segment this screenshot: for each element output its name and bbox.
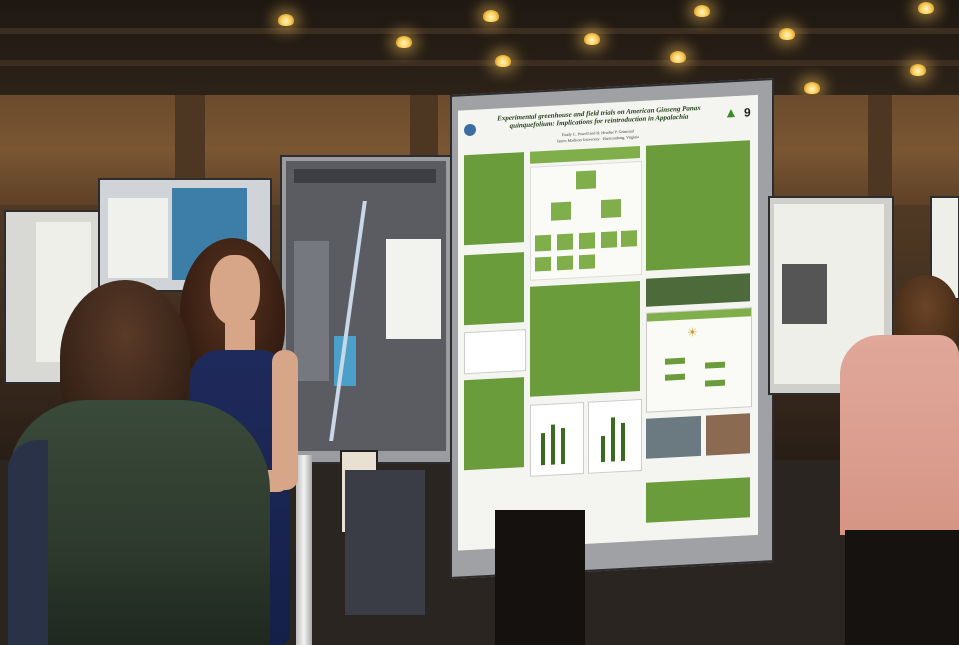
poster-bar-chart [588, 398, 642, 474]
chart-bar [541, 433, 545, 466]
board-number: 9 [744, 105, 751, 120]
presenter-neck [225, 320, 255, 355]
diagram-box [665, 357, 685, 365]
ceiling-light [804, 82, 820, 94]
wall-pillar [410, 95, 438, 155]
ceiling-light [278, 14, 294, 26]
person-legs-background [495, 510, 585, 645]
ceiling-light [779, 28, 795, 40]
poster-board-main: Experimental greenhouse and field trials… [450, 78, 774, 579]
poster-section-acknowledgements [646, 477, 750, 523]
tree-logo-icon: ▲ [724, 103, 738, 121]
chart-bar [611, 417, 615, 462]
ceiling-light [396, 36, 412, 48]
diagram-header [647, 308, 751, 322]
visitor-sweater [8, 400, 270, 645]
poster-photo-hands [706, 413, 750, 456]
diagram-box [705, 379, 725, 387]
chart-bar [621, 422, 625, 462]
flowchart-box [579, 254, 595, 270]
poster-board-middle [280, 155, 454, 464]
ceiling [0, 0, 959, 95]
flowchart-box [557, 233, 573, 251]
flowchart-box [535, 234, 551, 252]
diagram-box [665, 373, 685, 381]
presenter-face [210, 255, 260, 325]
ceiling-beam [0, 28, 959, 34]
chart-bar [551, 424, 555, 465]
ceiling-light [584, 33, 600, 45]
right-visitor-pants [845, 530, 959, 645]
poster-section-results [530, 281, 640, 397]
poster-header [294, 169, 436, 183]
poster-flowchart [530, 160, 642, 281]
ceiling-light [495, 55, 511, 67]
flowchart-box [551, 201, 571, 221]
poster-section-discussion [646, 140, 750, 271]
poster-section-introduction [464, 252, 524, 326]
ceiling-light [483, 10, 499, 22]
flowchart-box [576, 170, 596, 190]
right-visitor-blouse [840, 335, 959, 535]
poster-photos [782, 264, 827, 324]
poster-photo-greenhouse [646, 273, 750, 307]
university-logo-icon [464, 123, 476, 137]
diagram-box [705, 361, 725, 369]
visitor-bag-strap [8, 440, 48, 645]
ginseng-poster: Experimental greenhouse and field trials… [458, 94, 758, 551]
poster-table [386, 239, 441, 339]
poster-text-column [294, 241, 329, 381]
poster-river-line [329, 201, 367, 441]
flowchart-box [579, 232, 595, 250]
poster-section-abstract [464, 152, 524, 246]
flowchart-box [557, 255, 573, 271]
poster-diagram: ☀ [646, 307, 752, 413]
poster-photo-ginseng [464, 329, 526, 375]
chart-bar [601, 435, 605, 463]
person-legs-background [345, 470, 425, 615]
flowchart-box [601, 199, 621, 219]
poster-gray [286, 161, 446, 451]
ceiling-light [694, 5, 710, 17]
sun-icon: ☀ [687, 325, 698, 340]
poster-board-right [768, 196, 894, 395]
poster-photo-trays [646, 415, 701, 459]
poster-bar-chart [530, 401, 584, 477]
poster-section-methods [464, 377, 524, 471]
stand-pole [296, 455, 312, 645]
flowchart-box [535, 256, 551, 272]
poster [108, 198, 168, 278]
ceiling-light [670, 51, 686, 63]
ceiling-light [918, 2, 934, 14]
ceiling-light [910, 64, 926, 76]
flowchart-box [621, 230, 637, 248]
chart-bar [561, 427, 565, 465]
ceiling-beam [0, 60, 959, 66]
wall-pillar [868, 95, 892, 205]
flowchart-box [601, 231, 617, 249]
presenter-arm [272, 350, 298, 490]
